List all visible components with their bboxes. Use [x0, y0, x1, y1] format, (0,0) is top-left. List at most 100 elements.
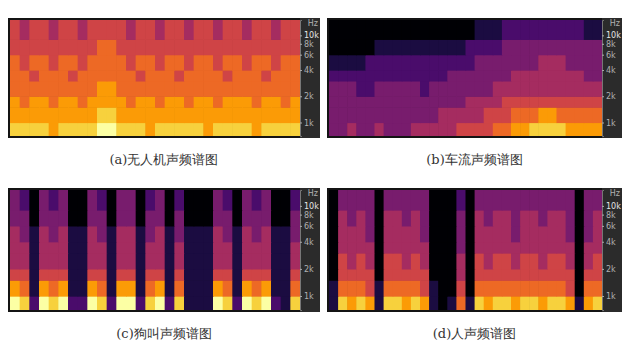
heatmap-cell [29, 226, 39, 242]
heatmap-cell [338, 226, 348, 242]
heatmap-cell [402, 210, 412, 226]
heatmap-cell [213, 253, 223, 269]
heatmap-cell [511, 210, 521, 226]
heatmap-cell [338, 81, 348, 97]
heatmap-cell [281, 122, 291, 136]
heatmap-cell [20, 70, 30, 81]
heatmap-cell [184, 96, 194, 107]
heatmap-cell [375, 55, 385, 71]
heatmap-cell [365, 280, 375, 296]
heatmap-cell [402, 81, 412, 97]
heatmap-cell [174, 269, 184, 281]
heatmap-cell [290, 20, 300, 40]
heatmap-cell [232, 20, 242, 40]
heatmap-cell [78, 122, 88, 136]
heatmap-cell [420, 226, 430, 242]
heatmap-cell [145, 39, 155, 55]
heatmap-cell [97, 81, 107, 97]
heatmap-cell [584, 253, 594, 269]
heatmap-cell [593, 107, 602, 123]
heatmap-cell [456, 296, 466, 310]
heatmap-cell [502, 96, 512, 107]
heatmap-cell [39, 296, 49, 310]
heatmap-cell [232, 55, 242, 71]
heatmap-cell [203, 96, 213, 107]
heatmap-cell [87, 226, 97, 242]
tick-mark [300, 55, 302, 56]
heatmap-cell [165, 81, 175, 97]
heatmap-cell [575, 253, 585, 269]
heatmap-cell [402, 242, 412, 254]
tick-mark [300, 206, 302, 207]
heatmap-cell [155, 210, 165, 226]
heatmap-cell [520, 190, 530, 211]
heatmap-cell [145, 190, 155, 211]
heatmap-cell [402, 70, 412, 81]
heatmap-cell [87, 242, 97, 254]
heatmap-cell [126, 226, 136, 242]
heatmap-cell [165, 296, 175, 310]
heatmap-cell [429, 81, 439, 97]
heatmap-cell [547, 269, 557, 281]
heatmap-cell [281, 210, 291, 226]
heatmap-cell [126, 55, 136, 71]
heatmap-cell [575, 122, 585, 136]
heatmap-cell [136, 210, 146, 226]
heatmap-cell [174, 226, 184, 242]
heatmap-cell [575, 20, 585, 40]
heatmap-cell [402, 55, 412, 71]
tick: 10k [602, 31, 621, 40]
heatmap-cell [593, 190, 602, 211]
heatmap-cell [347, 96, 357, 107]
heatmap-cell [281, 226, 291, 242]
heatmap-cell [68, 296, 78, 310]
heatmap-cell [39, 122, 49, 136]
heatmap-cell [402, 20, 412, 40]
heatmap-cell [165, 20, 175, 40]
heatmap-cell [232, 39, 242, 55]
heatmap-cell [475, 107, 485, 123]
heatmap-cell [447, 96, 457, 107]
heatmap-cell [584, 210, 594, 226]
heatmap-cell [203, 296, 213, 310]
heatmap-cell [365, 269, 375, 281]
heatmap-cell [557, 190, 567, 211]
heatmap-cell [155, 242, 165, 254]
heatmap-cell [58, 226, 68, 242]
heatmap-cell [438, 280, 448, 296]
tick-label: 8k [606, 211, 616, 220]
heatmap-cell [438, 269, 448, 281]
heatmap-cell [593, 280, 602, 296]
heatmap-cell [511, 226, 521, 242]
heatmap-cell [557, 210, 567, 226]
heatmap-cell [232, 226, 242, 242]
heatmap-cell [493, 107, 503, 123]
heatmap-cell [155, 269, 165, 281]
heatmap-cell [411, 81, 421, 97]
axis-strip [602, 18, 622, 138]
heatmap-cell [329, 226, 339, 242]
heatmap-cell [502, 280, 512, 296]
heatmap-cell [242, 107, 252, 123]
heatmap-cell [456, 190, 466, 211]
heatmap-cell [356, 242, 366, 254]
heatmap-cell [566, 122, 576, 136]
heatmap-cell [242, 39, 252, 55]
tick-label: 1k [606, 119, 616, 128]
heatmap-cell [402, 107, 412, 123]
heatmap-cell [456, 39, 466, 55]
heatmap-cell [78, 39, 88, 55]
heatmap-cell [593, 70, 602, 81]
heatmap-cell [223, 39, 233, 55]
heatmap-cell [347, 269, 357, 281]
heatmap-cell [329, 55, 339, 71]
heatmap-cell [68, 190, 78, 211]
heatmap-cell [20, 55, 30, 71]
heatmap-cell [584, 226, 594, 242]
heatmap-cell [529, 122, 539, 136]
heatmap-cell [375, 70, 385, 81]
heatmap-cell [184, 296, 194, 310]
heatmap-cell [557, 269, 567, 281]
heatmap-cell [155, 20, 165, 40]
heatmap-cell [78, 210, 88, 226]
